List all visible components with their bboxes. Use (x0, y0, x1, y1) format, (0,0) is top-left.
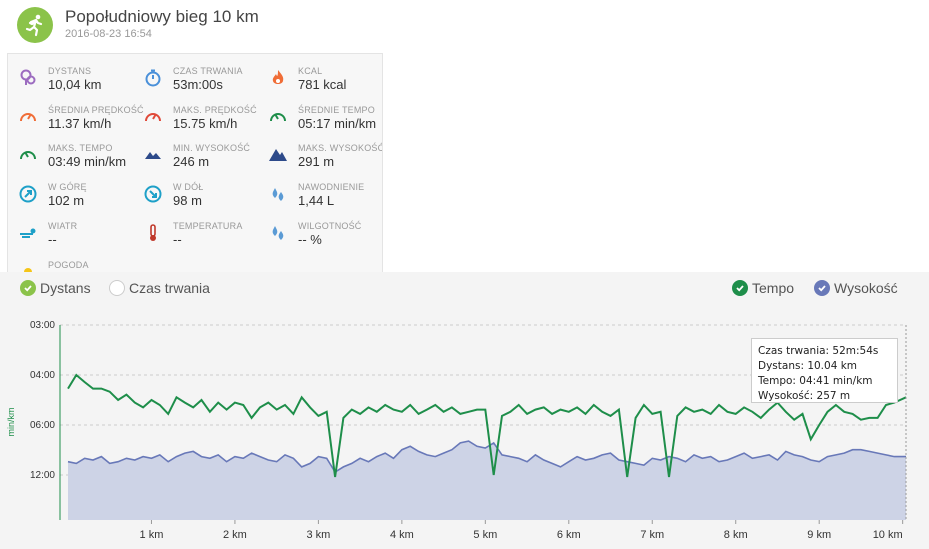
toggle-czas-label: Czas trwania (129, 280, 210, 296)
stat-value: -- (173, 232, 182, 247)
stat-label: Maks. wysokość (298, 143, 383, 153)
stat-czas-trwania: Czas trwania 53m:00s (143, 66, 268, 102)
stat-pogoda: Pogoda (18, 260, 143, 272)
toggle-czas-trwania[interactable]: Czas trwania (109, 279, 210, 297)
gauge-icon (18, 145, 38, 165)
stat-maks-tempo: Maks. tempo 03:49 min/km (18, 143, 143, 179)
arrow-down-circle-icon (143, 184, 163, 204)
activity-title: Popołudniowy bieg 10 km (65, 7, 259, 26)
stat-value: 1,44 L (298, 193, 335, 208)
toggle-wysokosc[interactable]: Wysokość (814, 279, 898, 297)
stat-value: 05:17 min/km (298, 116, 377, 131)
wind-icon (18, 223, 38, 243)
stat-label: Średnie tempo (298, 105, 375, 115)
stat-label: Wilgotność (298, 221, 362, 231)
stat-label: W dół (173, 182, 204, 192)
stat-value: 102 m (48, 193, 85, 208)
stat-label: Pogoda (48, 260, 89, 270)
stat-label: Nawodnienie (298, 182, 365, 192)
checkmark-icon (732, 280, 748, 296)
stat-w-górę: W górę 102 m (18, 182, 143, 218)
stat-label: Temperatura (173, 221, 243, 231)
stat-label: Maks. prędkość (173, 105, 257, 115)
stat-maks-prędkość: Maks. prędkość 15.75 km/h (143, 105, 268, 141)
running-person-icon (17, 7, 53, 43)
water-drops-icon (268, 184, 288, 204)
stat-min-wysokość: Min. wysokość 246 m (143, 143, 268, 179)
stat-label: Maks. tempo (48, 143, 113, 153)
stat-value: 10,04 km (48, 77, 102, 92)
flame-icon (268, 68, 288, 88)
stat-value: 15.75 km/h (173, 116, 238, 131)
stat-value: 781 kcal (298, 77, 347, 92)
stat-średnia-prędkość: Średnia prędkość 11.37 km/h (18, 105, 144, 141)
tooltip-distance: Dystans: 10.04 km (758, 360, 858, 372)
arrow-up-circle-icon (18, 184, 38, 204)
speedometer-icon (18, 107, 38, 127)
stat-temperatura: Temperatura -- (143, 221, 268, 257)
stat-label: W górę (48, 182, 87, 192)
stat-value: 11.37 km/h (48, 116, 112, 131)
mountain-small-icon (143, 145, 163, 165)
toggle-wysokosc-label: Wysokość (834, 280, 898, 296)
toggle-dystans[interactable]: Dystans (20, 279, 91, 297)
map-pin-icon (18, 68, 38, 88)
stat-wilgotność: Wilgotność -- % (268, 221, 382, 257)
stat-kcal: Kcal 781 kcal (268, 66, 382, 102)
stat-nawodnienie: Nawodnienie 1,44 L (268, 182, 382, 218)
humidity-icon (268, 223, 288, 243)
tooltip-duration: Czas trwania: 52m:54s (758, 345, 879, 357)
empty-circle-icon (109, 280, 125, 296)
gauge-icon (268, 107, 288, 127)
chart-panel: Dystans Czas trwania Tempo Wysokość (0, 272, 929, 549)
toggle-tempo-label: Tempo (752, 280, 795, 296)
stat-value: -- % (298, 232, 322, 247)
stat-średnie-tempo: Średnie tempo 05:17 min/km (268, 105, 382, 141)
stat-value: 53m:00s (173, 77, 223, 92)
activity-header: Popołudniowy bieg 10 km 2016-08-23 16:54 (0, 0, 929, 52)
mountain-icon (268, 145, 288, 165)
chart-tooltip: Czas trwania: 52m:54s Dystans: 10.04 km … (751, 338, 898, 403)
stat-label: Średnia prędkość (48, 105, 144, 115)
stat-maks-wysokość: Maks. wysokość 291 m (268, 143, 383, 179)
stats-panel: Dystans 10,04 km Czas trwania 53m:00s Kc… (7, 53, 383, 272)
stat-label: Dystans (48, 66, 92, 76)
stat-value: -- (48, 232, 57, 247)
stat-value: 246 m (173, 154, 210, 169)
stopwatch-icon (143, 68, 163, 88)
sun-icon (18, 262, 38, 272)
stat-label: Kcal (298, 66, 323, 76)
checkmark-icon (20, 280, 36, 296)
speedometer-icon (143, 107, 163, 127)
tooltip-elevation: Wysokość: 257 m (758, 390, 851, 402)
toggle-dystans-label: Dystans (40, 280, 91, 296)
checkmark-icon (814, 280, 830, 296)
stat-dystans: Dystans 10,04 km (18, 66, 143, 102)
toggle-tempo[interactable]: Tempo (732, 279, 794, 297)
stat-label: Wiatr (48, 221, 78, 231)
stat-label: Min. wysokość (173, 143, 251, 153)
thermometer-icon (143, 223, 163, 243)
stat-value: 03:49 min/km (48, 154, 127, 169)
stat-label: Czas trwania (173, 66, 243, 76)
stat-w-dół: W dół 98 m (143, 182, 268, 218)
stat-wiatr: Wiatr -- (18, 221, 143, 257)
stat-value: 98 m (173, 193, 202, 208)
tooltip-pace: Tempo: 04:41 min/km (758, 375, 873, 387)
activity-date: 2016-08-23 16:54 (65, 28, 152, 40)
stat-value: 291 m (298, 154, 335, 169)
